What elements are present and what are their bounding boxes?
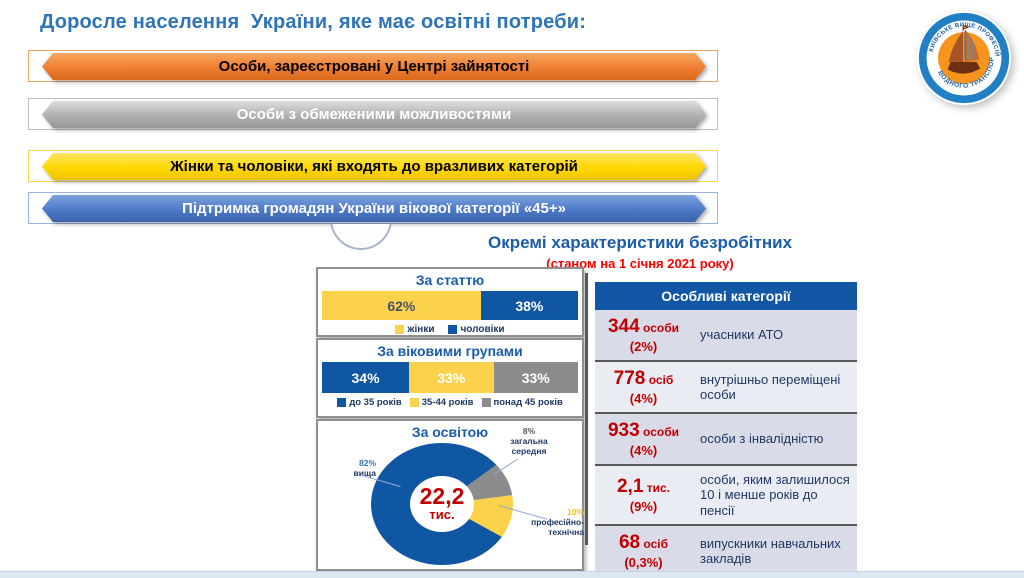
legend-item: 35-44 років <box>409 397 474 408</box>
row-percent: (9%) <box>629 498 658 514</box>
legend-label: жінки <box>407 324 435 335</box>
legend-swatch <box>337 398 347 407</box>
employment-logo-watermark: ЗАЙНЯТОСТІ <box>330 224 394 254</box>
section-subtitle: (станом на 1 січня 2021 року) <box>546 256 734 271</box>
row-category: випускники навчальних закладів <box>700 535 841 566</box>
pie-label-higher-pct: 82% <box>358 458 376 468</box>
row-number-cell: 68 осіб (0,3%) <box>595 526 692 576</box>
banner-label: Підтримка громадян України вікової катег… <box>182 200 566 217</box>
table-row: 344 особи (2%) учасники АТО <box>595 310 857 360</box>
bottom-strip <box>0 571 1024 578</box>
row-percent: (2%) <box>629 339 658 354</box>
page-title: Доросле населення України, яке має освіт… <box>40 11 587 33</box>
row-percent: (0,3%) <box>624 554 663 570</box>
row-category: внутрішньо переміщені особи <box>700 371 841 402</box>
row-number-cell: 344 особи (2%) <box>595 310 692 360</box>
row-number-cell: 778 осіб (4%) <box>595 362 692 412</box>
bar-segment: 34% <box>322 362 410 393</box>
pie-label-secondary: 8% загальна середня <box>493 426 565 457</box>
pie-label-higher-name: вища <box>353 468 376 479</box>
age-chart-title: За віковими групами <box>377 343 523 359</box>
school-logo-emblem: КИЇВСЬКЕ ВИЩЕ ПРОФЕСІЙНЕ УЧИЛИЩЕ ВОДНОГО… <box>913 5 1012 106</box>
age-legend: до 35 років 35-44 років понад 45 років <box>318 397 582 408</box>
banner-disabled-persons: Особи з обмеженими можливостями <box>28 98 718 130</box>
table-body: 344 особи (2%) учасники АТО 778 осіб (4%) вну… <box>595 310 857 576</box>
row-unit: особи <box>639 425 679 439</box>
legend-label: до 35 років <box>349 397 402 408</box>
table-row: 778 осіб (4%) внутрішньо переміщені особи <box>595 360 857 412</box>
legend-swatch <box>409 398 419 407</box>
pie-label-secondary-pct: 8% <box>522 426 536 436</box>
education-donut: 22,2 тис. <box>371 443 513 565</box>
pie-label-higher: 82% вища <box>328 458 376 478</box>
banner-age-45-plus-bar: Підтримка громадян України вікової катег… <box>42 195 706 222</box>
donut-center-value: 22,2 <box>419 483 465 510</box>
banner-label: Особи, зареєстровані у Центрі зайнятості <box>218 58 530 75</box>
gender-stacked-bar: 62% 38% <box>322 291 578 320</box>
row-unit: тис. <box>643 480 671 495</box>
row-category: особи, яким залишилося 10 і менше років … <box>700 472 850 518</box>
banner-registered-persons: Особи, зареєстровані у Центрі зайнятості <box>28 50 718 82</box>
legend-swatch <box>448 325 458 334</box>
ship-icon <box>947 24 981 74</box>
school-logo: КИЇВСЬКЕ ВИЩЕ ПРОФЕСІЙНЕ УЧИЛИЩЕ ВОДНОГО… <box>913 5 1012 106</box>
legend-swatch <box>395 325 405 334</box>
bar-segment: 62% <box>322 291 481 320</box>
row-value: 2,1 <box>616 475 644 497</box>
banner-registered-persons-bar: Особи, зареєстровані у Центрі зайнятості <box>42 53 706 80</box>
banner-label: Жінки та чоловіки, які входять до вразли… <box>170 158 578 175</box>
age-groups-chart: За віковими групами 34% 33% 33% до 35 рокі… <box>316 338 584 418</box>
legend-label: чоловіки <box>460 324 505 335</box>
section-title: Окремі характеристики безробітних <box>487 233 793 252</box>
legend-label: понад 45 років <box>493 397 563 408</box>
legend-item: жінки <box>395 324 434 335</box>
gender-chart-title: За статтю <box>415 272 485 288</box>
age-stacked-bar: 34% 33% 33% <box>322 362 578 393</box>
row-value: 344 <box>607 316 640 337</box>
table-row: 2,1 тис. (9%) особи, яким залишилося 10 і … <box>595 464 857 524</box>
banner-label: Особи з обмеженими можливостями <box>236 106 512 123</box>
legend-item: до 35 років <box>337 397 402 408</box>
row-value: 68 <box>618 531 641 553</box>
row-percent: (4%) <box>629 443 658 458</box>
banner-vulnerable-categories-bar: Жінки та чоловіки, які входять до вразли… <box>42 153 706 180</box>
row-unit: особи <box>639 321 679 335</box>
bar-segment: 33% <box>409 362 494 393</box>
bar-segment: 38% <box>480 291 578 320</box>
row-unit: осіб <box>640 536 669 551</box>
row-number-cell: 933 особи (4%) <box>595 414 692 464</box>
legend-item: чоловіки <box>448 324 505 335</box>
pie-label-vocational-pct: 10% <box>566 507 584 517</box>
gender-legend: жінки чоловіки <box>318 324 582 335</box>
education-chart-title: За освітою <box>411 424 489 440</box>
row-category: особи з інвалідністю <box>700 431 824 447</box>
banner-age-45-plus: Підтримка громадян України вікової катег… <box>28 192 718 224</box>
row-value: 933 <box>607 420 640 441</box>
vertical-divider <box>585 273 588 545</box>
row-category: учасники АТО <box>700 327 784 343</box>
donut-center-unit: тис. <box>429 507 455 523</box>
legend-label: 35-44 років <box>421 397 474 408</box>
special-categories-table: Особливі категорії 344 особи (2%) учасники… <box>595 282 857 576</box>
table-header: Особливі категорії <box>595 282 857 310</box>
pie-label-secondary-name: загальна середня <box>510 436 548 457</box>
row-unit: осіб <box>645 373 674 387</box>
education-chart: За освітою 22,2 тис. 82% вища 8% загальн… <box>316 419 584 571</box>
gender-chart: За статтю 62% 38% жінки чоловіки <box>316 267 584 337</box>
row-percent: (4%) <box>629 391 658 406</box>
banner-disabled-persons-bar: Особи з обмеженими можливостями <box>42 101 706 128</box>
pie-label-vocational-name: професійно-технічна <box>531 517 584 538</box>
row-number-cell: 2,1 тис. (9%) <box>595 470 692 520</box>
donut-center: 22,2 тис. <box>410 476 474 532</box>
row-value: 778 <box>613 368 646 389</box>
table-row: 933 особи (4%) особи з інвалідністю <box>595 412 857 464</box>
pie-label-vocational: 10% професійно-технічна <box>514 507 584 538</box>
table-row: 68 осіб (0,3%) випускники навчальних закла… <box>595 523 857 576</box>
banner-vulnerable-categories: Жінки та чоловіки, які входять до вразли… <box>28 150 718 182</box>
legend-item: понад 45 років <box>481 397 563 408</box>
bar-segment: 33% <box>493 362 578 393</box>
legend-swatch <box>481 398 491 407</box>
